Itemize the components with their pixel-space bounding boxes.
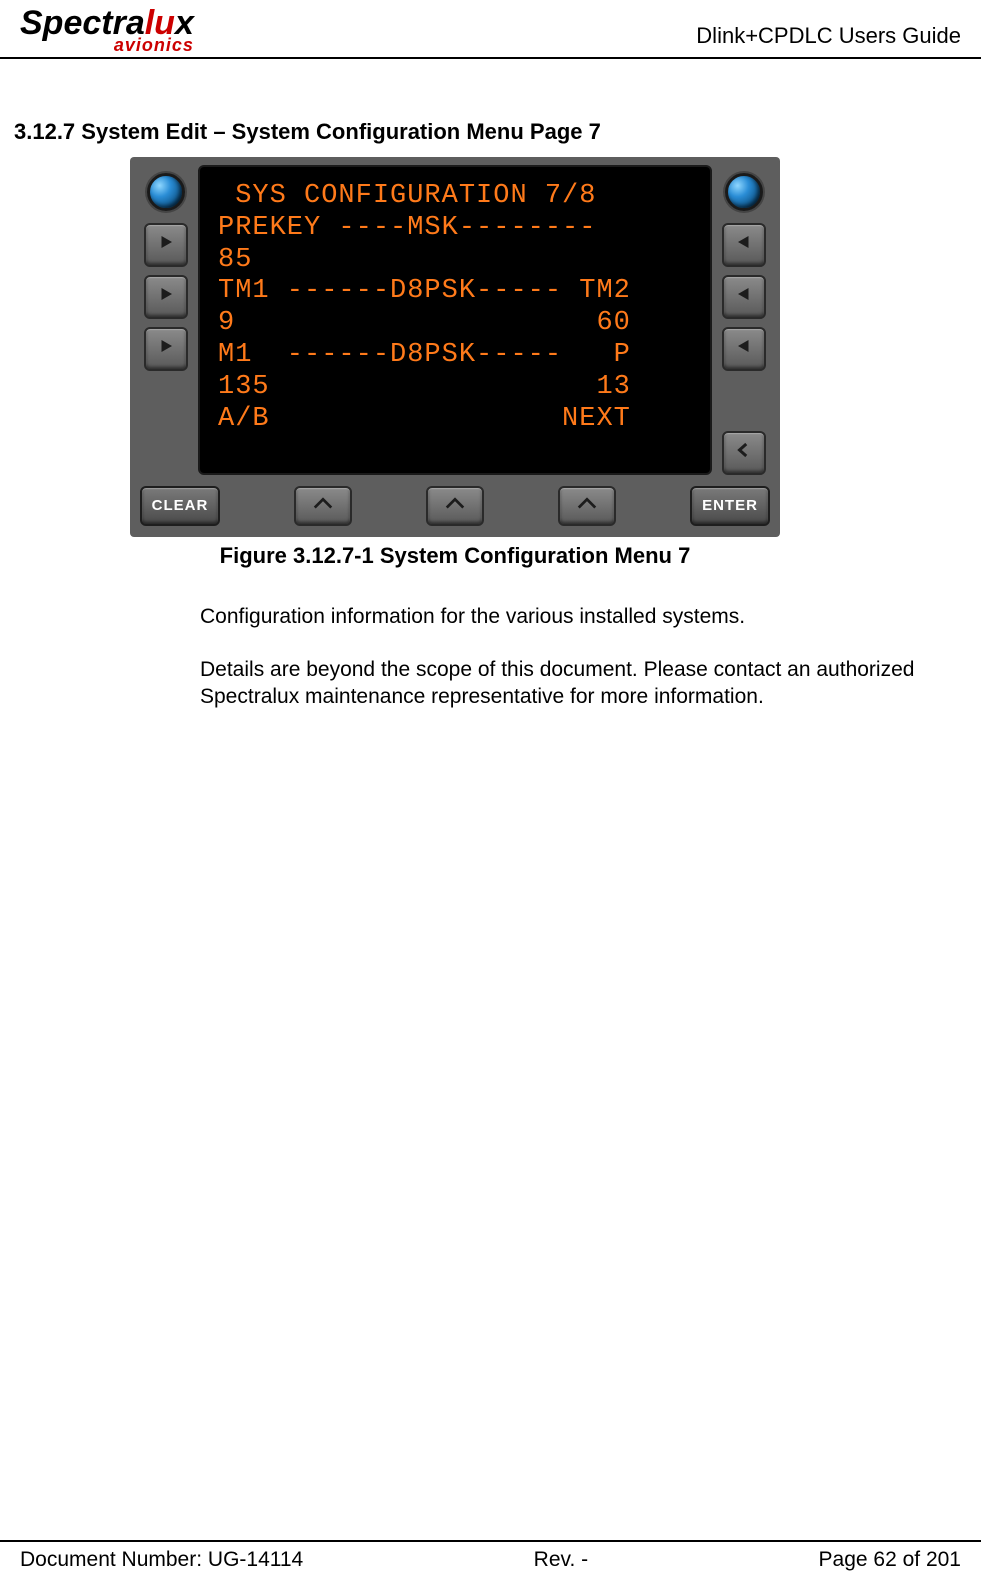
chevron-up-icon	[576, 496, 598, 515]
page-header: Spectralux avionics Dlink+CPDLC Users Gu…	[0, 0, 981, 59]
screen-line-7: 135 13	[218, 372, 696, 404]
footer-revision: Rev. -	[534, 1548, 588, 1572]
footer-page: Page 62 of 201	[819, 1548, 961, 1572]
display-screen: SYS CONFIGURATION 7/8PREKEY ----MSK-----…	[198, 165, 712, 475]
lsk-1-right[interactable]	[722, 223, 766, 267]
body-text-block: Configuration information for the variou…	[200, 603, 921, 711]
nav-up-1[interactable]	[294, 486, 352, 526]
play-left-icon	[735, 285, 753, 308]
nav-up-2[interactable]	[426, 486, 484, 526]
chevron-up-icon	[444, 496, 466, 515]
screen-line-2: PREKEY ----MSK--------	[218, 213, 696, 245]
screen-line-9: A/B NEXT	[218, 404, 696, 436]
chevron-up-icon	[312, 496, 334, 515]
right-knob[interactable]	[725, 173, 763, 211]
nav-up-3[interactable]	[558, 486, 616, 526]
body-paragraph-2: Details are beyond the scope of this doc…	[200, 656, 921, 711]
play-right-icon	[157, 337, 175, 360]
screen-line-6: M1 ------D8PSK----- P	[218, 340, 696, 372]
chevron-left-icon	[735, 441, 753, 464]
figure-container: SYS CONFIGURATION 7/8PREKEY ----MSK-----…	[130, 157, 780, 569]
section-heading: 3.12.7 System Edit – System Configuratio…	[0, 59, 981, 145]
left-knob[interactable]	[147, 173, 185, 211]
screen-line-5: 9 60	[218, 308, 696, 340]
play-right-icon	[157, 233, 175, 256]
lsk-2-left[interactable]	[144, 275, 188, 319]
brand-logo: Spectralux avionics	[20, 8, 194, 53]
clear-button[interactable]: CLEAR	[140, 486, 220, 526]
right-button-column	[716, 165, 772, 475]
figure-caption: Figure 3.12.7-1 System Configuration Men…	[130, 543, 780, 569]
screen-line-4: TM1 ------D8PSK----- TM2	[218, 276, 696, 308]
screen-line-1: SYS CONFIGURATION 7/8	[218, 181, 696, 213]
enter-button-label: ENTER	[702, 497, 758, 514]
lsk-3-left[interactable]	[144, 327, 188, 371]
body-paragraph-1: Configuration information for the variou…	[200, 603, 921, 630]
lsk-1-left[interactable]	[144, 223, 188, 267]
enter-button[interactable]: ENTER	[690, 486, 770, 526]
device-main-row: SYS CONFIGURATION 7/8PREKEY ----MSK-----…	[138, 165, 772, 475]
left-button-column	[138, 165, 194, 475]
device-panel: SYS CONFIGURATION 7/8PREKEY ----MSK-----…	[130, 157, 780, 537]
bottom-button-row: CLEAR ENTER	[138, 475, 772, 529]
page-footer: Document Number: UG-14114 Rev. - Page 62…	[0, 1540, 981, 1572]
lsk-3-right[interactable]	[722, 327, 766, 371]
lsk-2-right[interactable]	[722, 275, 766, 319]
play-left-icon	[735, 337, 753, 360]
screen-line-3: 85	[218, 245, 696, 277]
footer-doc-number: Document Number: UG-14114	[20, 1548, 303, 1572]
play-right-icon	[157, 285, 175, 308]
back-button[interactable]	[722, 431, 766, 475]
play-left-icon	[735, 233, 753, 256]
document-title: Dlink+CPDLC Users Guide	[696, 23, 961, 53]
clear-button-label: CLEAR	[152, 497, 209, 514]
